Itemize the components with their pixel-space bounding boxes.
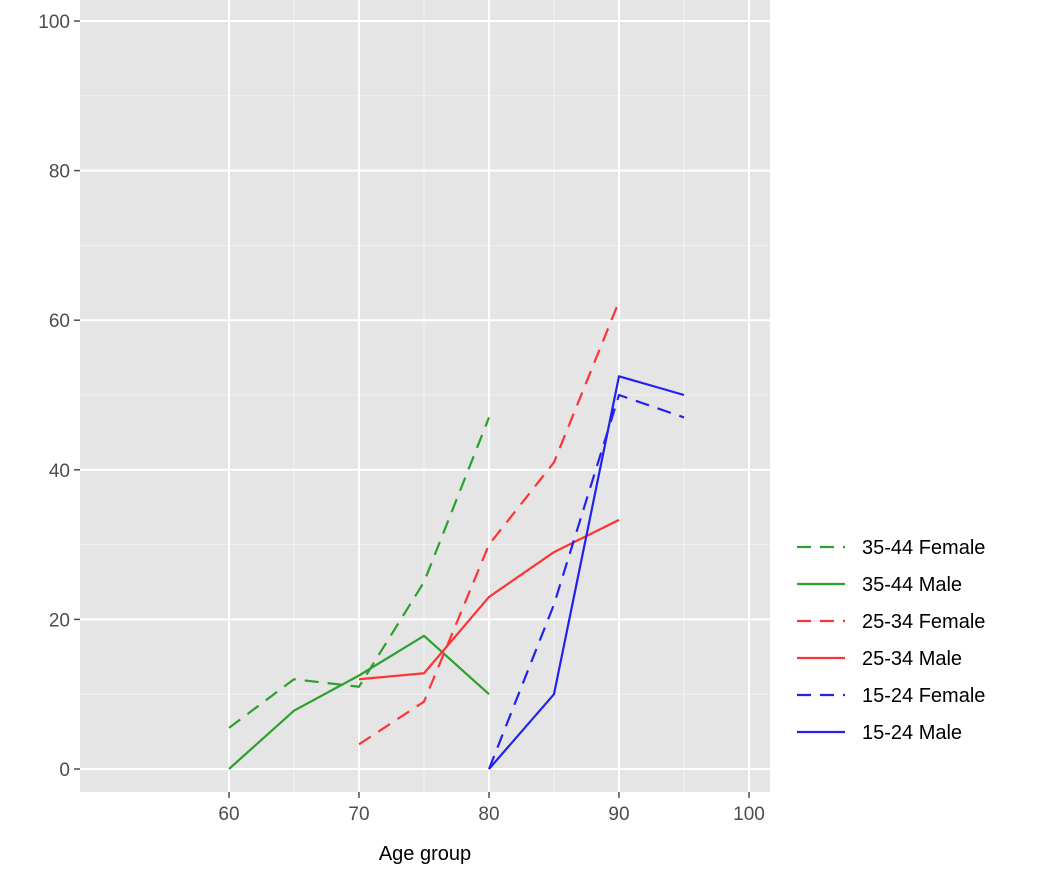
legend: 35-44 Female 35-44 Male 25-34 Female 25-34 … bbox=[797, 537, 985, 744]
grid-lines bbox=[80, 0, 770, 792]
series-line bbox=[228, 634, 490, 770]
legend-label: 15-24 Male bbox=[862, 722, 962, 744]
y-tick-label: 0 bbox=[59, 760, 70, 781]
x-tick-label: 100 bbox=[733, 804, 765, 825]
y-tick-label: 40 bbox=[49, 461, 70, 482]
series-line bbox=[358, 301, 621, 746]
y-tick-label: 80 bbox=[49, 162, 70, 183]
y-tick-label: 20 bbox=[49, 610, 70, 631]
legend-label: 15-24 Female bbox=[862, 685, 985, 707]
plot-panel bbox=[80, 0, 770, 792]
series-line bbox=[228, 417, 491, 729]
legend-label: 25-34 Female bbox=[862, 611, 985, 633]
x-tick-label: 70 bbox=[348, 804, 369, 825]
x-tick-label: 80 bbox=[478, 804, 499, 825]
axes: 0 20 40 60 80 100 60 70 80 90 100 bbox=[38, 12, 765, 825]
y-tick-label: 60 bbox=[49, 311, 70, 332]
series-line bbox=[358, 518, 620, 681]
series-line bbox=[488, 375, 685, 770]
series-lines bbox=[228, 301, 685, 770]
legend-label: 35-44 Female bbox=[862, 537, 985, 559]
x-axis-title: Age group bbox=[379, 843, 471, 865]
legend-label: 35-44 Male bbox=[862, 574, 962, 596]
legend-label: 25-34 Male bbox=[862, 648, 962, 670]
x-tick-label: 60 bbox=[218, 804, 239, 825]
series-line bbox=[487, 393, 685, 770]
y-tick-label: 100 bbox=[38, 12, 70, 33]
x-tick-label: 90 bbox=[608, 804, 629, 825]
